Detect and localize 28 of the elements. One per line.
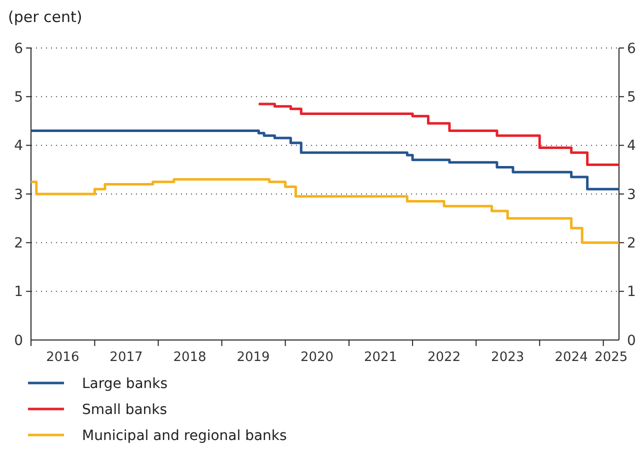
y-axis-title: (per cent) — [8, 8, 82, 26]
x-tick-label: 2021 — [364, 350, 398, 366]
y2-tick-label: 6 — [627, 40, 636, 57]
y-tick-label: 2 — [14, 236, 23, 252]
y-tick-label: 5 — [14, 90, 23, 106]
y-tick-label: 6 — [14, 40, 24, 57]
legend-label: Large banks — [82, 376, 168, 392]
y2-tick-label: 3 — [627, 186, 636, 203]
legend-label: Small banks — [82, 402, 168, 418]
y2-tick-label: 0 — [627, 332, 636, 349]
x-tick-label: 2020 — [300, 350, 334, 366]
y2-tick-label: 4 — [627, 138, 636, 154]
x-tick-label: 2018 — [173, 350, 206, 366]
x-tick-label: 2017 — [110, 350, 143, 366]
y2-tick-label: 1 — [627, 284, 636, 300]
y-tick-label: 1 — [14, 284, 23, 300]
x-tick-label: 2025 — [594, 350, 628, 366]
legend-label: Municipal and regional banks — [82, 428, 287, 444]
y-tick-label: 0 — [14, 332, 23, 349]
x-tick-label: 2019 — [236, 350, 270, 366]
x-tick-label: 2016 — [46, 350, 80, 366]
x-tick-label: 2022 — [428, 350, 461, 366]
y2-tick-label: 5 — [627, 90, 636, 106]
x-tick-label: 2023 — [491, 350, 524, 366]
y-tick-label: 3 — [14, 186, 23, 203]
y-tick-label: 4 — [14, 138, 24, 154]
x-tick-label: 2024 — [554, 350, 588, 366]
y2-tick-label: 2 — [627, 236, 636, 252]
